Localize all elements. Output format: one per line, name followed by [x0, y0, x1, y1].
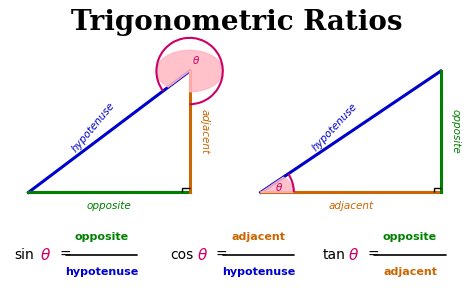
Text: cos: cos [171, 247, 194, 262]
Polygon shape [261, 177, 294, 192]
Text: adjacent: adjacent [199, 109, 209, 154]
Text: $\theta$: $\theta$ [348, 247, 359, 263]
Text: opposite: opposite [87, 201, 131, 211]
Text: tan: tan [322, 247, 345, 262]
Text: $\theta$: $\theta$ [197, 247, 208, 263]
Text: =: = [367, 247, 379, 262]
Text: =: = [216, 247, 228, 262]
Text: sin: sin [14, 247, 34, 262]
Text: hypotenuse: hypotenuse [222, 267, 295, 277]
Polygon shape [156, 50, 223, 92]
Text: hypotenuse: hypotenuse [311, 101, 360, 153]
Text: opposite: opposite [450, 109, 460, 154]
Text: hypotenuse: hypotenuse [65, 267, 138, 277]
Text: =: = [59, 247, 71, 262]
Text: $\theta$: $\theta$ [275, 181, 283, 193]
Text: $\theta$: $\theta$ [191, 54, 200, 66]
Text: adjacent: adjacent [231, 232, 285, 242]
Text: opposite: opposite [383, 232, 437, 242]
Text: Trigonometric Ratios: Trigonometric Ratios [71, 9, 403, 36]
Text: hypotenuse: hypotenuse [70, 100, 117, 154]
Text: adjacent: adjacent [383, 267, 437, 277]
Text: $\theta$: $\theta$ [40, 247, 51, 263]
Text: opposite: opposite [75, 232, 129, 242]
Text: adjacent: adjacent [328, 201, 374, 211]
